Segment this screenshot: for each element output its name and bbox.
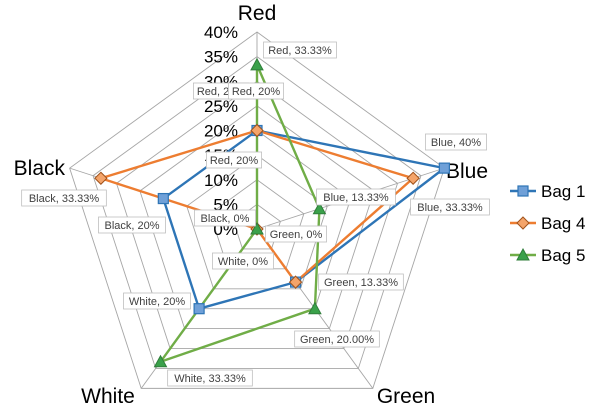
data-point: [308, 301, 322, 315]
series-markers: [94, 57, 450, 368]
category-label-black: Black: [14, 157, 66, 180]
data-point: [250, 123, 264, 138]
data-label: Green, 0%: [265, 225, 327, 243]
svg-text:Black, 20%: Black, 20%: [104, 220, 159, 232]
data-label: Red, 33.33%: [263, 41, 337, 59]
data-label: White, 33.33%: [167, 369, 253, 387]
radial-tick-label: 40%: [204, 23, 238, 42]
radial-tick-label: 35%: [204, 48, 238, 67]
radial-tick-labels: 0%5%10%15%20%25%30%35%40%: [204, 23, 238, 239]
radial-tick-label: 20%: [204, 122, 238, 141]
svg-text:White, 33.33%: White, 33.33%: [174, 373, 246, 385]
data-label: Green, 20.00%: [294, 330, 380, 348]
radial-tick-label: 10%: [204, 171, 238, 190]
data-point: [250, 57, 264, 71]
data-labels: Red, 20% Blue, 40% Blue, 13.33% White, 20% B…: [21, 41, 490, 387]
data-point: [288, 275, 303, 289]
grid-ring: [69, 31, 445, 389]
data-point: [438, 162, 450, 174]
svg-text:Bag 4: Bag 4: [541, 214, 585, 233]
data-label: Black, 0%: [194, 209, 256, 227]
data-label: Blue, 13.33%: [316, 188, 396, 206]
svg-text:Bag 1: Bag 1: [541, 182, 585, 201]
data-point: [193, 303, 205, 315]
svg-text:Blue, 40%: Blue, 40%: [431, 137, 481, 149]
data-point: [153, 354, 168, 368]
category-label-green: Green: [377, 385, 435, 408]
data-point: [157, 192, 169, 205]
svg-text:White, 0%: White, 0%: [218, 256, 268, 268]
legend: Bag 1 Bag 4 Bag 5: [510, 182, 585, 265]
data-label: Black, 20%: [98, 216, 166, 234]
data-point: [94, 171, 108, 185]
data-label: Red, 20%: [227, 82, 284, 100]
svg-text:Green, 0%: Green, 0%: [270, 229, 323, 241]
data-label: White, 0%: [212, 252, 274, 270]
category-labels: Red Blue Green White Black: [14, 2, 488, 408]
data-label: Green, 13.33%: [318, 273, 404, 291]
svg-text:White, 20%: White, 20%: [129, 296, 185, 308]
svg-text:Green, 20.00%: Green, 20.00%: [300, 334, 374, 346]
data-label: Red, 20%: [205, 151, 262, 169]
category-label-blue: Blue: [446, 160, 488, 183]
svg-text:Red, 33.33%: Red, 33.33%: [268, 45, 332, 57]
legend-item-bag-5: Bag 5: [510, 246, 585, 265]
data-point: [312, 201, 327, 215]
svg-text:Red, 20%: Red, 20%: [210, 155, 259, 167]
svg-text:Bag 5: Bag 5: [541, 246, 585, 265]
data-point: [406, 171, 420, 185]
svg-text:Black, 0%: Black, 0%: [201, 213, 250, 225]
svg-text:Green, 13.33%: Green, 13.33%: [324, 277, 398, 289]
data-point: [250, 221, 264, 235]
category-label-white: White: [81, 385, 135, 408]
svg-text:Red, 20%: Red, 20%: [232, 86, 281, 98]
svg-text:Blue, 13.33%: Blue, 13.33%: [323, 192, 389, 204]
category-label-red: Red: [238, 2, 277, 25]
data-label: Blue, 40%: [425, 133, 487, 151]
series-lines: [99, 63, 446, 364]
data-label: Blue, 33.33%: [410, 198, 490, 216]
grid-ring: [92, 56, 422, 369]
legend-item-bag-4: Bag 4: [510, 214, 585, 233]
series-line-bag-4: [99, 129, 415, 284]
svg-text:Blue, 33.33%: Blue, 33.33%: [417, 202, 483, 214]
radial-tick-label: 25%: [204, 97, 238, 116]
series-line-bag-1: [162, 129, 446, 310]
svg-text:Black, 33.33%: Black, 33.33%: [29, 193, 100, 205]
data-label: Black, 33.33%: [21, 189, 107, 207]
legend-item-bag-1: Bag 1: [510, 182, 585, 201]
data-label: White, 20%: [123, 292, 191, 310]
series-line-bag-5: [159, 63, 321, 364]
